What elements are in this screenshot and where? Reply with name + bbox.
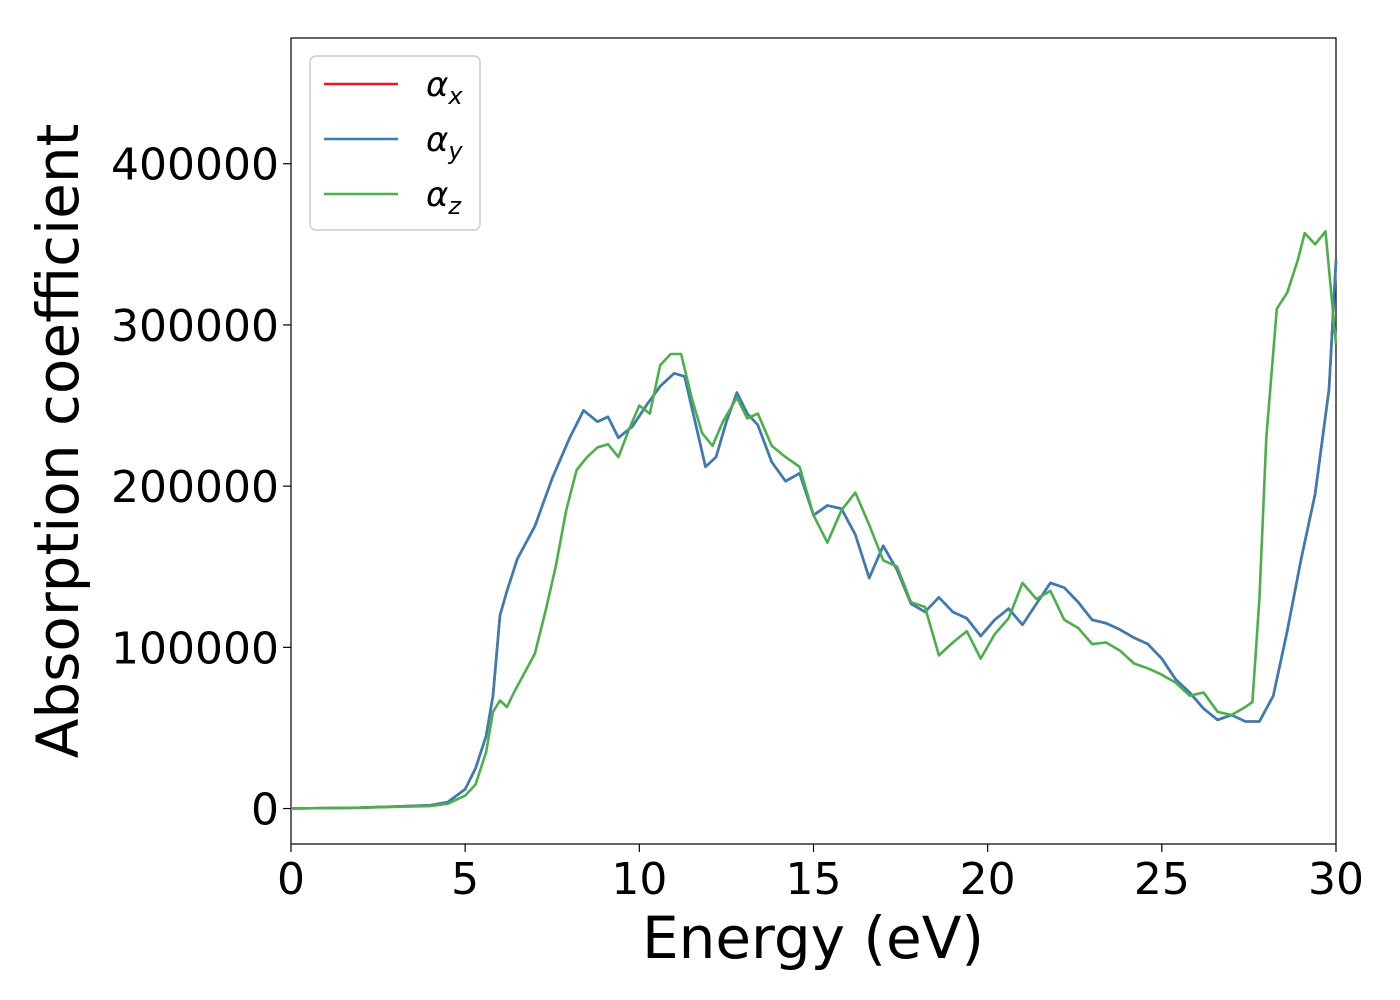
x-tick-label: 25 bbox=[1134, 854, 1190, 905]
x-axis-label: Energy (eV) bbox=[642, 904, 984, 972]
series-line-z bbox=[290, 230, 1338, 810]
x-tick-label: 10 bbox=[611, 854, 667, 905]
x-tick-label: 30 bbox=[1308, 854, 1364, 905]
x-tick-label: 20 bbox=[960, 854, 1016, 905]
y-tick-label: 400000 bbox=[111, 140, 279, 191]
legend-box bbox=[309, 55, 481, 231]
legend-subscript: z bbox=[447, 192, 462, 220]
x-tick-label: 15 bbox=[786, 854, 842, 905]
y-tick-label: 200000 bbox=[111, 462, 279, 513]
y-axis-label: Absorption coefficient bbox=[24, 124, 92, 759]
y-tick-label: 100000 bbox=[111, 623, 279, 674]
y-tick-label: 300000 bbox=[111, 301, 279, 352]
series-line-y bbox=[290, 260, 1338, 810]
y-axis-ticks: 0 100000 200000 300000 400000 bbox=[111, 140, 291, 836]
series-lines bbox=[290, 230, 1338, 810]
series-line-x bbox=[290, 260, 1338, 810]
x-tick-label: 0 bbox=[277, 854, 305, 905]
legend-subscript: y bbox=[447, 137, 463, 165]
y-tick-label: 0 bbox=[251, 785, 279, 836]
x-axis-ticks: 0 5 10 15 20 25 30 bbox=[277, 844, 1364, 905]
x-tick-label: 5 bbox=[451, 854, 479, 905]
legend-subscript: x bbox=[447, 82, 463, 110]
